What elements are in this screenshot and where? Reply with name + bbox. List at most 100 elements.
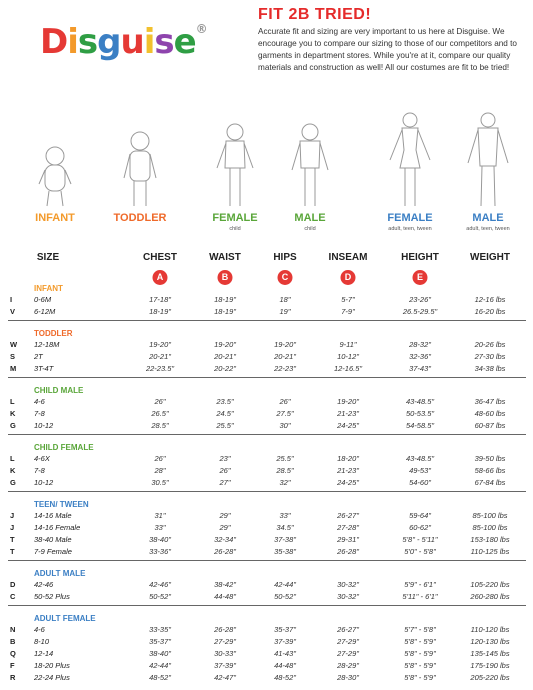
cell: 175-190 lbs bbox=[470, 661, 510, 670]
section-label: INFANT bbox=[34, 284, 63, 293]
cell: 27" bbox=[219, 478, 231, 487]
size-code: Q bbox=[10, 649, 16, 658]
size-name: 6-12M bbox=[34, 307, 56, 316]
cell: 5'7" - 5'8" bbox=[404, 625, 436, 634]
cell: 105-220 lbs bbox=[470, 580, 510, 589]
size-code: I bbox=[10, 295, 13, 304]
cell: 34-38 lbs bbox=[474, 364, 506, 373]
size-code: K bbox=[10, 409, 16, 418]
cell: 21-23" bbox=[337, 409, 359, 418]
cell: 44-48" bbox=[274, 661, 296, 670]
cell: 20-26 lbs bbox=[474, 340, 506, 349]
cell: 50-53.5" bbox=[405, 409, 435, 418]
cell: 38-40" bbox=[149, 535, 171, 544]
cell: 54-60" bbox=[409, 478, 431, 487]
cell: 24-25" bbox=[337, 421, 359, 430]
size-code: T bbox=[10, 547, 15, 556]
cell: 37-39" bbox=[274, 637, 296, 646]
cell: 19-20" bbox=[214, 340, 236, 349]
cell: 42-44" bbox=[149, 661, 171, 670]
cell: 10-12" bbox=[337, 352, 359, 361]
cell: 21-23" bbox=[337, 466, 359, 475]
cell: 5'0" - 5'8" bbox=[404, 547, 436, 556]
cell: 26.5-29.5" bbox=[402, 307, 438, 316]
cell: 27-30 lbs bbox=[474, 352, 506, 361]
cell: 9-11" bbox=[339, 340, 357, 349]
cell: 41-43" bbox=[274, 649, 296, 658]
cell: 35-37" bbox=[149, 637, 171, 646]
cell: 30" bbox=[279, 421, 291, 430]
section-label: CHILD FEMALE bbox=[34, 443, 94, 452]
man-figure bbox=[467, 112, 509, 207]
size-name: 3T-4T bbox=[34, 364, 54, 373]
cell: 5'8" - 5'9" bbox=[404, 661, 436, 670]
size-code: F bbox=[10, 661, 15, 670]
cell: 5'11" - 6'1" bbox=[402, 592, 438, 601]
size-name: 22-24 Plus bbox=[34, 673, 70, 682]
size-header: SIZE bbox=[36, 252, 60, 263]
cell: 28" bbox=[154, 466, 166, 475]
cell: 26-28" bbox=[214, 625, 236, 634]
cell: 20-21" bbox=[214, 352, 236, 361]
figure-label: FEMALE bbox=[212, 212, 258, 224]
cell: 26-27" bbox=[337, 511, 359, 520]
section-label: CHILD MALE bbox=[34, 386, 84, 395]
cell: 58-66 lbs bbox=[474, 466, 506, 475]
size-name: 8-10 bbox=[34, 637, 50, 646]
cell: 20-21" bbox=[274, 352, 296, 361]
cell: 85-100 lbs bbox=[472, 511, 508, 520]
size-code: M bbox=[10, 364, 17, 373]
size-code: L bbox=[10, 454, 15, 463]
cell: 26" bbox=[219, 466, 231, 475]
size-code: S bbox=[10, 352, 16, 361]
cell: 205-220 lbs bbox=[470, 673, 510, 682]
boy-figure bbox=[291, 123, 329, 206]
figure-sublabel: adult, teen, tween bbox=[466, 226, 510, 232]
cell: 28-32" bbox=[409, 340, 431, 349]
cell: 54-58.5" bbox=[405, 421, 435, 430]
cell: 32-36" bbox=[409, 352, 431, 361]
cell: 110-125 lbs bbox=[470, 547, 510, 556]
cell: 28-30" bbox=[337, 673, 359, 682]
cell: 30-32" bbox=[337, 580, 359, 589]
logo: Disguise® bbox=[40, 22, 208, 62]
cell: 26-27" bbox=[337, 625, 359, 634]
column-letter: A bbox=[152, 270, 168, 285]
cell: 67-84 lbs bbox=[474, 478, 506, 487]
cell: 32-34" bbox=[214, 535, 236, 544]
cell: 5'8" - 5'9" bbox=[404, 637, 436, 646]
cell: 42-44" bbox=[274, 580, 296, 589]
size-name: 12-14 bbox=[34, 649, 54, 658]
size-code: G bbox=[10, 421, 16, 430]
cell: 30-33" bbox=[214, 649, 236, 658]
cell: 26" bbox=[154, 397, 166, 406]
section-divider bbox=[8, 560, 526, 561]
size-code: T bbox=[10, 535, 15, 544]
cell: 36-47 lbs bbox=[474, 397, 506, 406]
cell: 33-35" bbox=[149, 625, 171, 634]
size-code: C bbox=[10, 592, 16, 601]
cell: 43-48.5" bbox=[405, 397, 435, 406]
cell: 110-120 lbs bbox=[470, 625, 510, 634]
cell: 19" bbox=[279, 307, 291, 316]
size-name: 4-6X bbox=[34, 454, 50, 463]
cell: 20-21" bbox=[149, 352, 171, 361]
figure-label: MALE bbox=[472, 212, 504, 224]
cell: 23" bbox=[219, 454, 231, 463]
cell: 12-16.5" bbox=[333, 364, 363, 373]
cell: 39-50 lbs bbox=[474, 454, 506, 463]
section-label: ADULT MALE bbox=[34, 569, 86, 578]
cell: 28.5" bbox=[276, 466, 294, 475]
size-code: R bbox=[10, 673, 16, 682]
cell: 19-20" bbox=[337, 397, 359, 406]
cell: 26-28" bbox=[214, 547, 236, 556]
cell: 34.5" bbox=[276, 523, 294, 532]
cell: 12-16 lbs bbox=[474, 295, 506, 304]
cell: 33" bbox=[154, 523, 166, 532]
cell: 48-52" bbox=[149, 673, 171, 682]
cell: 25.5" bbox=[276, 454, 294, 463]
intro-text: Accurate fit and sizing are very importa… bbox=[258, 27, 517, 72]
cell: 18-19" bbox=[149, 307, 171, 316]
cell: 35-37" bbox=[274, 625, 296, 634]
column-header: HEIGHT bbox=[401, 252, 439, 263]
